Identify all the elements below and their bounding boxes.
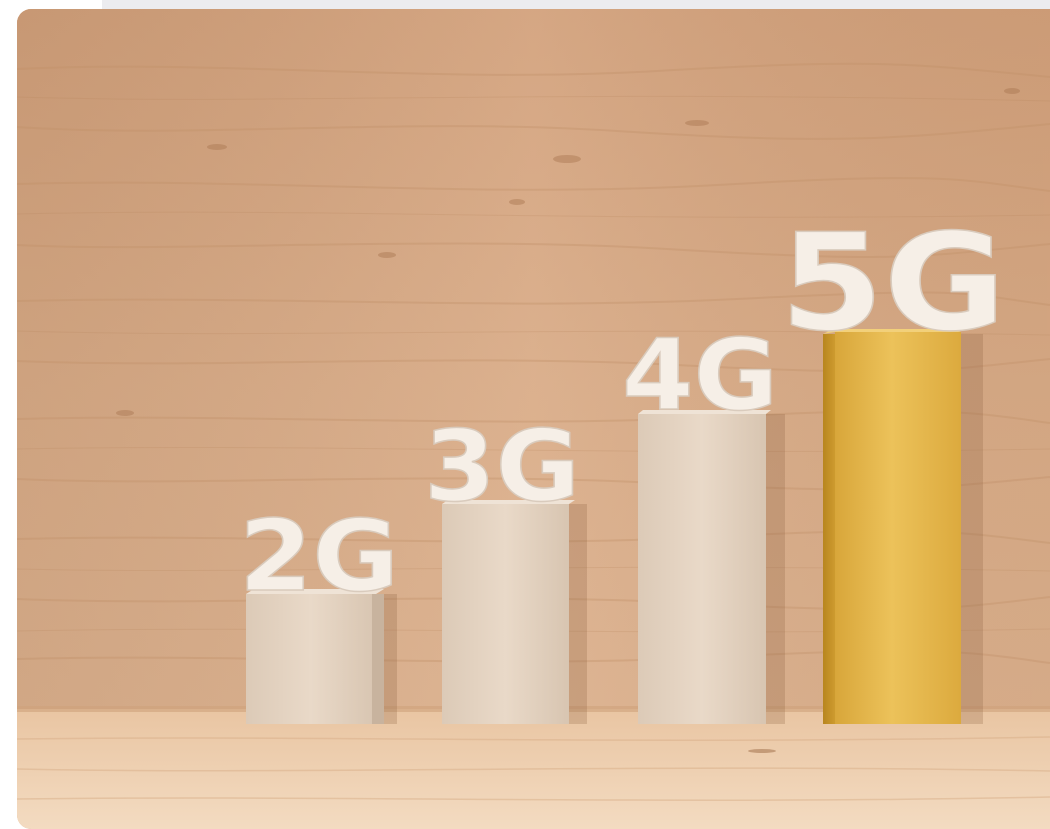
label-5g: 5G [780,205,1006,361]
photo-card: 2G 3G 4G 5G [17,9,1050,829]
wood-knots [116,88,1020,416]
top-strip [102,0,1050,9]
block-4g [638,410,771,724]
block-3g [442,500,575,724]
block-5g [823,329,961,724]
block-2g [246,589,384,724]
label-2g: 2G [239,500,399,614]
label-3g: 3G [424,410,580,524]
network-generations-photo: 2G 3G 4G 5G [17,9,1050,829]
label-4g: 4G [622,319,778,433]
